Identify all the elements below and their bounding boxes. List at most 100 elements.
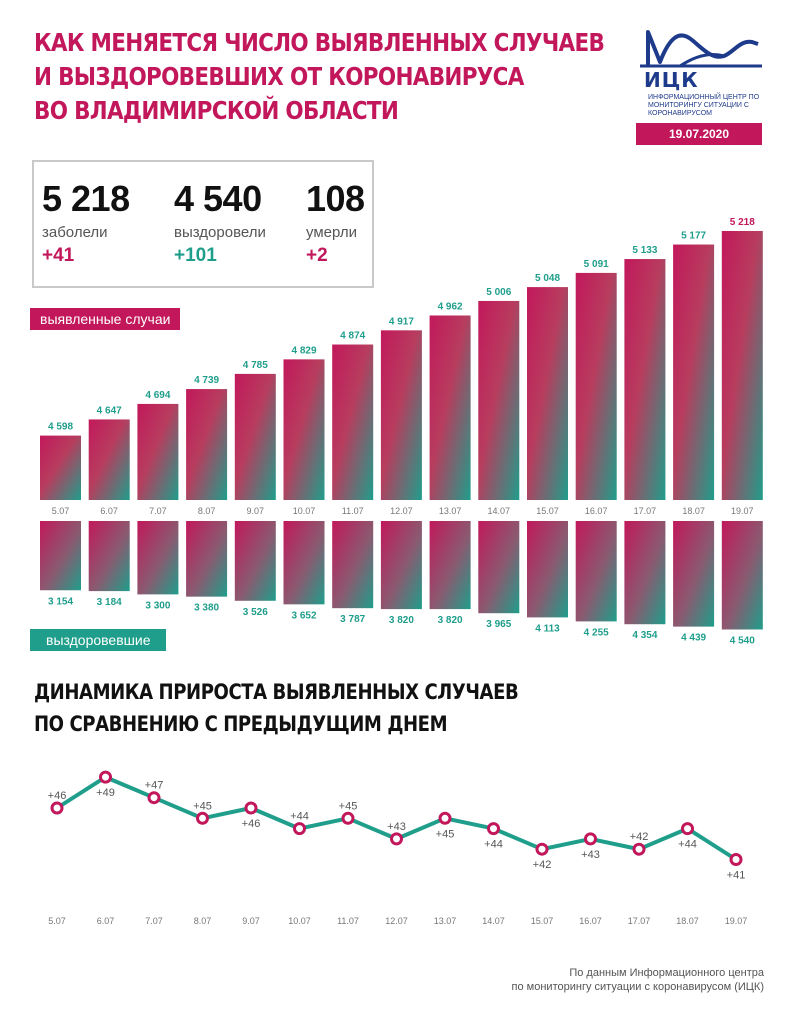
cases-bar-label: 5 006 — [486, 287, 511, 298]
title-line-2: И ВЫЗДОРОВЕВШИХ ОТ КОРОНАВИРУСА — [34, 62, 524, 91]
line-x-tick-label: 13.07 — [434, 916, 457, 926]
recovered-bar-label: 3 820 — [389, 615, 414, 626]
cases-bar-label: 4 694 — [145, 390, 170, 401]
bar-x-tick-label: 13.07 — [439, 506, 462, 516]
bar-x-tick-label: 14.07 — [488, 506, 511, 516]
recovered-badge: выздоровевшие — [30, 629, 167, 651]
cases-bar-label: 4 598 — [48, 422, 73, 433]
recovered-bar-label: 3 154 — [48, 596, 73, 607]
bar-x-tick-label: 8.07 — [198, 506, 216, 516]
growth-point — [99, 770, 112, 784]
line-x-tick-label: 18.07 — [676, 916, 699, 926]
growth-point-label: +44 — [678, 839, 697, 851]
growth-point — [147, 791, 161, 805]
stat-recovered-value: 4 540 — [174, 178, 262, 219]
recovered-bar-label: 3 652 — [291, 610, 316, 621]
growth-point-label: +47 — [145, 780, 164, 792]
stats-box: 5 218 заболели +41 4 540 выздоровели +10… — [32, 160, 374, 288]
cases-bar — [478, 300, 520, 500]
cases-bar — [721, 231, 763, 500]
line-x-tick-label: 14.07 — [482, 916, 505, 926]
bar-x-tick-label: 5.07 — [52, 506, 70, 516]
cases-bar — [137, 403, 179, 500]
bar-x-tick-label: 12.07 — [390, 506, 413, 516]
bar-x-tick-label: 7.07 — [149, 506, 167, 516]
line-x-tick-label: 19.07 — [725, 916, 748, 926]
growth-point — [729, 853, 743, 866]
stat-recovered: 4 540 выздоровели +101 — [174, 178, 266, 267]
bar-x-tick-label: 18.07 — [682, 506, 705, 516]
logo-subtitle: ИНФОРМАЦИОННЫЙ ЦЕНТР ПО МОНИТОРИНГУ СИТУ… — [648, 94, 760, 117]
bar-x-tick-label: 17.07 — [634, 506, 657, 516]
logo-wave-icon — [640, 30, 762, 68]
growth-point — [244, 801, 258, 815]
bar-x-tick-label: 19.07 — [731, 506, 754, 516]
stat-cases-label: заболели — [42, 224, 108, 241]
stat-deaths-label: умерли — [306, 224, 357, 241]
cases-bar-label: 5 218 — [730, 217, 755, 228]
line-x-tick-label: 17.07 — [628, 916, 651, 926]
date-badge: 19.07.2020 — [636, 123, 762, 145]
recovered-bar-label: 4 113 — [535, 623, 560, 634]
stat-recovered-label: выздоровели — [174, 224, 266, 241]
recovered-bar — [332, 521, 374, 609]
line-x-tick-label: 7.07 — [145, 916, 163, 926]
cases-bar — [332, 344, 374, 500]
cases-bar-label: 4 962 — [438, 301, 463, 312]
growth-point — [632, 842, 646, 856]
line-chart: +46 5.07 +49 6.07 +47 7.07 +45 8.07 +46 9.07 +44 10… — [48, 770, 748, 926]
section-title: ДИНАМИКА ПРИРОСТА ВЫЯВЛЕННЫХ СЛУЧАЕВ ПО … — [34, 676, 519, 740]
section-title-line-1: ДИНАМИКА ПРИРОСТА ВЫЯВЛЕННЫХ СЛУЧАЕВ — [34, 680, 519, 704]
line-x-tick-label: 15.07 — [531, 916, 554, 926]
recovered-bar-label: 3 526 — [243, 607, 268, 618]
recovered-bar — [673, 521, 715, 627]
line-x-tick-label: 5.07 — [48, 916, 66, 926]
recovered-bar — [527, 521, 568, 618]
cases-bar — [624, 259, 666, 500]
recovered-bar — [88, 521, 130, 592]
growth-point — [196, 811, 209, 825]
recovered-bar-label: 3 820 — [438, 615, 463, 626]
growth-point-label: +44 — [290, 811, 309, 823]
logo-name: ИЦК — [644, 68, 699, 92]
cases-bar-label: 4 647 — [97, 405, 122, 416]
growth-point-label: +42 — [630, 831, 649, 843]
cases-bar — [673, 244, 715, 500]
cases-bar — [429, 315, 471, 500]
section-title-line-2: ПО СРАВНЕНИЮ С ПРЕДЫДУЩИМ ДНЕМ — [34, 712, 448, 736]
recovered-bar — [624, 521, 666, 625]
recovered-bar — [283, 521, 325, 605]
growth-point — [487, 822, 500, 836]
logo: ИЦК ИНФОРМАЦИОННЫЙ ЦЕНТР ПО МОНИТОРИНГУ … — [640, 26, 770, 117]
recovered-bar-label: 3 184 — [97, 597, 122, 608]
recovered-bar — [137, 521, 179, 595]
growth-point — [438, 811, 452, 825]
growth-point-label: +41 — [727, 870, 746, 882]
cases-bar — [186, 389, 228, 500]
line-x-tick-label: 6.07 — [97, 916, 115, 926]
growth-point-label: +43 — [387, 821, 406, 833]
growth-point — [390, 832, 403, 846]
stat-deaths: 108 умерли +2 — [306, 178, 365, 267]
recovered-bar — [186, 521, 228, 597]
bar-x-tick-label: 9.07 — [247, 506, 265, 516]
stat-deaths-delta: +2 — [306, 245, 328, 266]
cases-bar — [234, 373, 276, 500]
recovered-bar-label: 3 380 — [194, 603, 219, 614]
cases-bar-label: 4 739 — [194, 375, 219, 386]
recovered-bar-label: 3 787 — [340, 614, 365, 625]
line-x-tick-label: 16.07 — [579, 916, 602, 926]
line-x-tick-label: 12.07 — [385, 916, 408, 926]
bar-x-tick-label: 10.07 — [293, 506, 316, 516]
cases-bar-label: 5 177 — [681, 231, 706, 242]
source-line-1: По данным Информационного центра — [569, 967, 764, 979]
stat-cases: 5 218 заболели +41 — [42, 178, 130, 267]
growth-point-label: +45 — [436, 828, 455, 840]
growth-point — [535, 842, 549, 856]
recovered-bar — [429, 521, 471, 610]
growth-point — [341, 811, 355, 825]
cases-bar — [40, 435, 81, 500]
bar-x-tick-label: 6.07 — [100, 506, 118, 516]
growth-point — [293, 822, 306, 836]
cases-bar — [88, 419, 130, 500]
